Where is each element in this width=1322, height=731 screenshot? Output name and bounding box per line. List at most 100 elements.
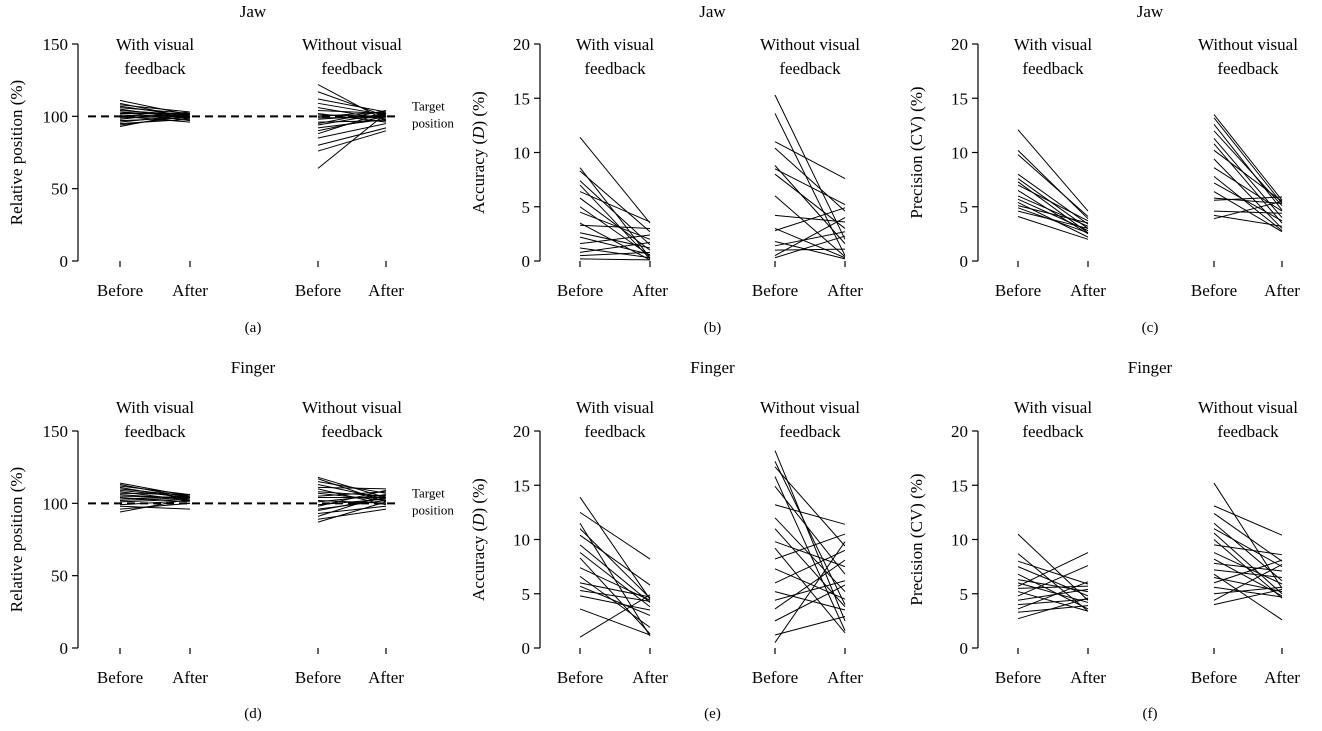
y-axis-label: Relative position (%): [7, 80, 26, 225]
subject-line: [119, 485, 191, 496]
subject-line: [1017, 216, 1089, 240]
group-label: With visual: [1014, 398, 1092, 417]
y-tick-label: 15: [513, 476, 530, 495]
subject-line: [774, 113, 846, 256]
subject-line: [579, 552, 651, 608]
subject-line: [1213, 552, 1283, 585]
group-label: With visual: [116, 398, 194, 417]
subject-line: [1213, 182, 1283, 222]
reference-line-label: position: [412, 502, 454, 517]
subject-line: [579, 258, 651, 261]
group-label: Without visual: [760, 35, 860, 54]
subject-line: [317, 113, 387, 169]
subject-line: [119, 111, 191, 120]
x-tick-label: After: [172, 281, 208, 300]
y-tick-label: 0: [960, 639, 969, 658]
subject-line: [1213, 528, 1283, 568]
x-tick-label: Before: [295, 668, 341, 687]
subject-line: [1017, 585, 1089, 589]
chart-title: Jaw: [699, 2, 726, 21]
subject-line: [317, 481, 387, 494]
y-tick-label: 0: [960, 252, 969, 271]
subject-line: [579, 242, 651, 253]
x-tick-label: Before: [97, 668, 143, 687]
panel-label: (c): [1142, 320, 1159, 336]
y-tick-label: 150: [43, 422, 69, 441]
subject-line: [119, 502, 191, 510]
subject-line: [1213, 167, 1283, 212]
subject-line: [579, 251, 651, 257]
subject-line: [774, 541, 846, 568]
subject-line: [774, 591, 846, 611]
subject-line: [579, 511, 651, 560]
subject-line: [774, 214, 846, 223]
subject-line: [774, 248, 846, 251]
subject-line: [774, 173, 846, 229]
subject-line: [1213, 197, 1283, 204]
subject-line: [774, 217, 846, 257]
subject-line: [774, 207, 846, 232]
subject-line: [1213, 210, 1283, 214]
x-tick-label: Before: [557, 668, 603, 687]
subject-line: [774, 549, 846, 584]
subject-line: [579, 234, 651, 245]
subject-line: [1017, 154, 1089, 217]
y-tick-label: 20: [513, 35, 530, 54]
subject-line: [579, 544, 651, 603]
subject-line: [1017, 181, 1089, 234]
subject-line: [119, 115, 191, 126]
y-tick-label: 20: [951, 35, 968, 54]
subject-line: [579, 496, 651, 600]
y-tick-label: 5: [960, 198, 969, 217]
group-label: feedback: [124, 422, 186, 441]
group-label: feedback: [1217, 422, 1279, 441]
x-tick-label: After: [632, 668, 668, 687]
group-label: Without visual: [302, 35, 402, 54]
subject-line: [579, 608, 651, 636]
group-label: With visual: [1014, 35, 1092, 54]
subject-line: [774, 504, 846, 525]
subject-line: [1213, 562, 1283, 572]
subject-line: [579, 528, 651, 599]
subject-line: [317, 115, 387, 132]
subject-line: [119, 107, 191, 114]
chart-title: Jaw: [1137, 2, 1164, 21]
subject-line: [579, 170, 651, 233]
subject-line: [579, 594, 651, 638]
subject-line: [317, 508, 387, 520]
subject-line: [119, 498, 191, 503]
subject-line: [1017, 210, 1089, 229]
y-tick-label: 10: [513, 531, 530, 550]
group-label: feedback: [1217, 59, 1279, 78]
chart-title: Finger: [690, 358, 735, 377]
subject-line: [119, 505, 191, 510]
subject-line: [579, 236, 651, 255]
x-tick-label: After: [1264, 281, 1300, 300]
subject-line: [1213, 559, 1283, 584]
chart-title: Finger: [231, 358, 276, 377]
subject-line: [579, 585, 651, 616]
x-tick-label: Before: [752, 281, 798, 300]
x-tick-label: After: [1264, 668, 1300, 687]
subject-line: [579, 595, 651, 611]
subject-line: [1213, 158, 1283, 229]
subject-line: [1213, 117, 1283, 204]
subject-line: [119, 112, 191, 127]
x-tick-label: After: [1070, 281, 1106, 300]
subject-line: [1017, 190, 1089, 235]
subject-line: [774, 461, 846, 605]
subject-line: [774, 240, 846, 260]
subject-line: [1213, 522, 1283, 582]
subject-line: [1213, 569, 1283, 578]
y-tick-label: 15: [513, 89, 530, 108]
subject-line: [774, 486, 846, 575]
subject-line: [1017, 195, 1089, 227]
y-tick-label: 100: [43, 107, 69, 126]
panel-label: (f): [1143, 706, 1158, 722]
subject-line: [774, 141, 846, 179]
subject-line: [317, 486, 387, 490]
x-tick-label: Before: [995, 668, 1041, 687]
group-label: With visual: [116, 35, 194, 54]
y-tick-label: 20: [513, 422, 530, 441]
subject-line: [1213, 586, 1283, 598]
